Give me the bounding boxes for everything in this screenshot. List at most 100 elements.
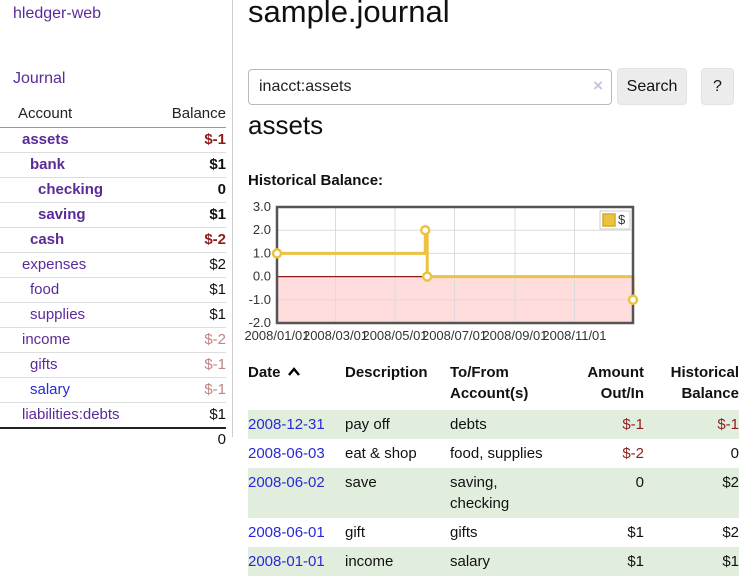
search-input[interactable] bbox=[248, 69, 612, 105]
svg-text:$: $ bbox=[618, 212, 626, 227]
app-brand-link[interactable]: hledger-web bbox=[13, 5, 102, 22]
transaction-date-cell: 2008-06-01 bbox=[248, 518, 345, 547]
svg-text:-2.0: -2.0 bbox=[249, 315, 271, 330]
account-balance: $1 bbox=[209, 406, 226, 423]
transaction-amount: $1 bbox=[627, 553, 644, 570]
sidebar-account-link[interactable]: food bbox=[30, 281, 60, 298]
clear-search-icon[interactable]: × bbox=[593, 76, 603, 95]
account-balance: $1 bbox=[155, 152, 226, 178]
account-balance: $-2 bbox=[155, 227, 226, 253]
account-row: supplies $1 bbox=[0, 302, 226, 328]
transaction-accounts: saving, checking bbox=[450, 474, 510, 512]
transaction-accounts: salary bbox=[450, 553, 491, 570]
register-header-accounts: To/From Account(s) bbox=[450, 364, 529, 402]
page-title: sample.journal bbox=[248, 0, 450, 29]
chart-markers bbox=[271, 224, 639, 306]
account-row: income $-2 bbox=[0, 327, 226, 353]
account-balance: $1 bbox=[155, 202, 226, 228]
account-balance: $1 bbox=[155, 302, 226, 328]
svg-text:2008/01/01: 2008/01/01 bbox=[244, 328, 309, 343]
account-cell: income bbox=[0, 327, 156, 353]
accounts-total-spacer bbox=[0, 427, 156, 452]
sidebar-account-link[interactable]: checking bbox=[38, 181, 104, 198]
account-balance: 0 bbox=[155, 177, 226, 203]
sidebar-item-journal[interactable]: Journal bbox=[13, 70, 66, 87]
sidebar-account-link[interactable]: assets bbox=[22, 131, 69, 148]
transaction-accounts: food, supplies bbox=[450, 445, 543, 462]
accounts-header-balance: Balance bbox=[155, 101, 226, 128]
sidebar-account-link[interactable]: expenses bbox=[22, 256, 87, 273]
table-row: 2008-12-31 pay off debts $-1 $-1 bbox=[248, 410, 739, 439]
accounts-total-row: 0 bbox=[0, 427, 226, 452]
account-balance: $-1 bbox=[155, 352, 226, 378]
account-cell: checking bbox=[0, 177, 156, 203]
search-box: × bbox=[248, 69, 612, 105]
account-row: expenses $2 bbox=[0, 252, 226, 278]
transaction-description: pay off bbox=[345, 416, 390, 433]
transaction-description: save bbox=[345, 474, 377, 491]
account-row: food $1 bbox=[0, 277, 226, 303]
transaction-date-link[interactable]: 2008-06-01 bbox=[248, 524, 325, 541]
register-header-date-label: Date bbox=[248, 364, 281, 381]
table-row: 2008-01-01 income salary $1 $1 bbox=[248, 547, 739, 576]
transaction-date-link[interactable]: 2008-12-31 bbox=[248, 416, 325, 433]
table-row: 2008-06-01 gift gifts $1 $2 bbox=[248, 518, 739, 547]
svg-text:2.0: 2.0 bbox=[253, 222, 271, 237]
sidebar-account-link[interactable]: saving bbox=[38, 206, 86, 223]
register-header-date[interactable]: Date bbox=[248, 360, 345, 410]
account-balance: $-2 bbox=[155, 327, 226, 353]
svg-text:2008/11/01: 2008/11/01 bbox=[542, 328, 606, 343]
transaction-accounts: gifts bbox=[450, 524, 478, 541]
sidebar-account-link[interactable]: gifts bbox=[30, 356, 58, 373]
transaction-balance: $1 bbox=[722, 553, 739, 570]
chart-x-axis-labels: 2008/01/012008/03/012008/05/012008/07/01… bbox=[244, 328, 606, 343]
transaction-description: gift bbox=[345, 524, 366, 541]
help-button[interactable]: ? bbox=[701, 68, 734, 105]
sidebar-account-link[interactable]: cash bbox=[30, 231, 65, 248]
accounts-total-value: 0 bbox=[155, 427, 226, 452]
transaction-date-cell: 2008-01-01 bbox=[248, 547, 345, 576]
account-row: gifts $-1 bbox=[0, 352, 226, 378]
transaction-date-cell: 2008-12-31 bbox=[248, 410, 345, 439]
sidebar-account-link[interactable]: income bbox=[22, 331, 71, 348]
account-cell: expenses bbox=[0, 252, 156, 278]
search-button[interactable]: Search bbox=[617, 68, 687, 105]
sidebar-account-link[interactable]: salary bbox=[30, 381, 71, 398]
transaction-amount: $-2 bbox=[622, 445, 644, 462]
sidebar-account-link[interactable]: liabilities:debts bbox=[22, 406, 120, 423]
accounts-table: Account Balance assets $-1 bank $1 checking 0… bbox=[0, 101, 226, 452]
transaction-amount: 0 bbox=[635, 474, 644, 491]
account-title: assets bbox=[248, 110, 324, 140]
transaction-balance: $2 bbox=[722, 524, 739, 541]
table-row: 2008-06-02 save saving, checking 0 $2 bbox=[248, 468, 739, 518]
transaction-date-cell: 2008-06-03 bbox=[248, 439, 345, 468]
balance-chart: $ 3.0 2.0 1.0 0.0 -1.0 -2.0 2008/01/012008/03… bbox=[244, 199, 639, 343]
account-balance: $-1 bbox=[155, 127, 226, 153]
search-bar: × Search ? bbox=[248, 68, 742, 105]
transaction-date-link[interactable]: 2008-01-01 bbox=[248, 553, 325, 570]
main-content: sample.journal × Search ? assets Histori… bbox=[244, 0, 742, 582]
account-row: saving $1 bbox=[0, 202, 226, 228]
transaction-date-link[interactable]: 2008-06-02 bbox=[248, 474, 325, 491]
account-balance: $1 bbox=[155, 277, 226, 303]
transaction-balance: $2 bbox=[722, 474, 739, 491]
accounts-header-row: Account Balance bbox=[0, 101, 226, 128]
transaction-date-link[interactable]: 2008-06-03 bbox=[248, 445, 325, 462]
transaction-amount: $-1 bbox=[622, 416, 644, 433]
table-row: 2008-06-03 eat & shop food, supplies $-2 0 bbox=[248, 439, 739, 468]
chart-y-axis-labels: 3.0 2.0 1.0 0.0 -1.0 -2.0 bbox=[249, 199, 271, 330]
sidebar-account-link[interactable]: supplies bbox=[30, 306, 86, 323]
account-cell: gifts bbox=[0, 352, 156, 378]
sidebar-account-link[interactable]: bank bbox=[30, 156, 66, 173]
svg-text:3.0: 3.0 bbox=[253, 199, 271, 214]
transaction-date-cell: 2008-06-02 bbox=[248, 468, 345, 518]
register-table: Date Description To/From Account(s) Amou… bbox=[248, 360, 739, 576]
account-row: checking 0 bbox=[0, 177, 226, 203]
svg-text:1.0: 1.0 bbox=[253, 245, 271, 260]
sidebar: hledger-web Journal Account Balance asse… bbox=[0, 0, 233, 452]
account-cell: bank bbox=[0, 152, 156, 178]
svg-text:2008/03/01: 2008/03/01 bbox=[303, 328, 368, 343]
accounts-header-account: Account bbox=[0, 101, 156, 128]
register-header-amount: Amount Out/In bbox=[587, 364, 644, 402]
account-row: salary $-1 bbox=[0, 377, 226, 403]
